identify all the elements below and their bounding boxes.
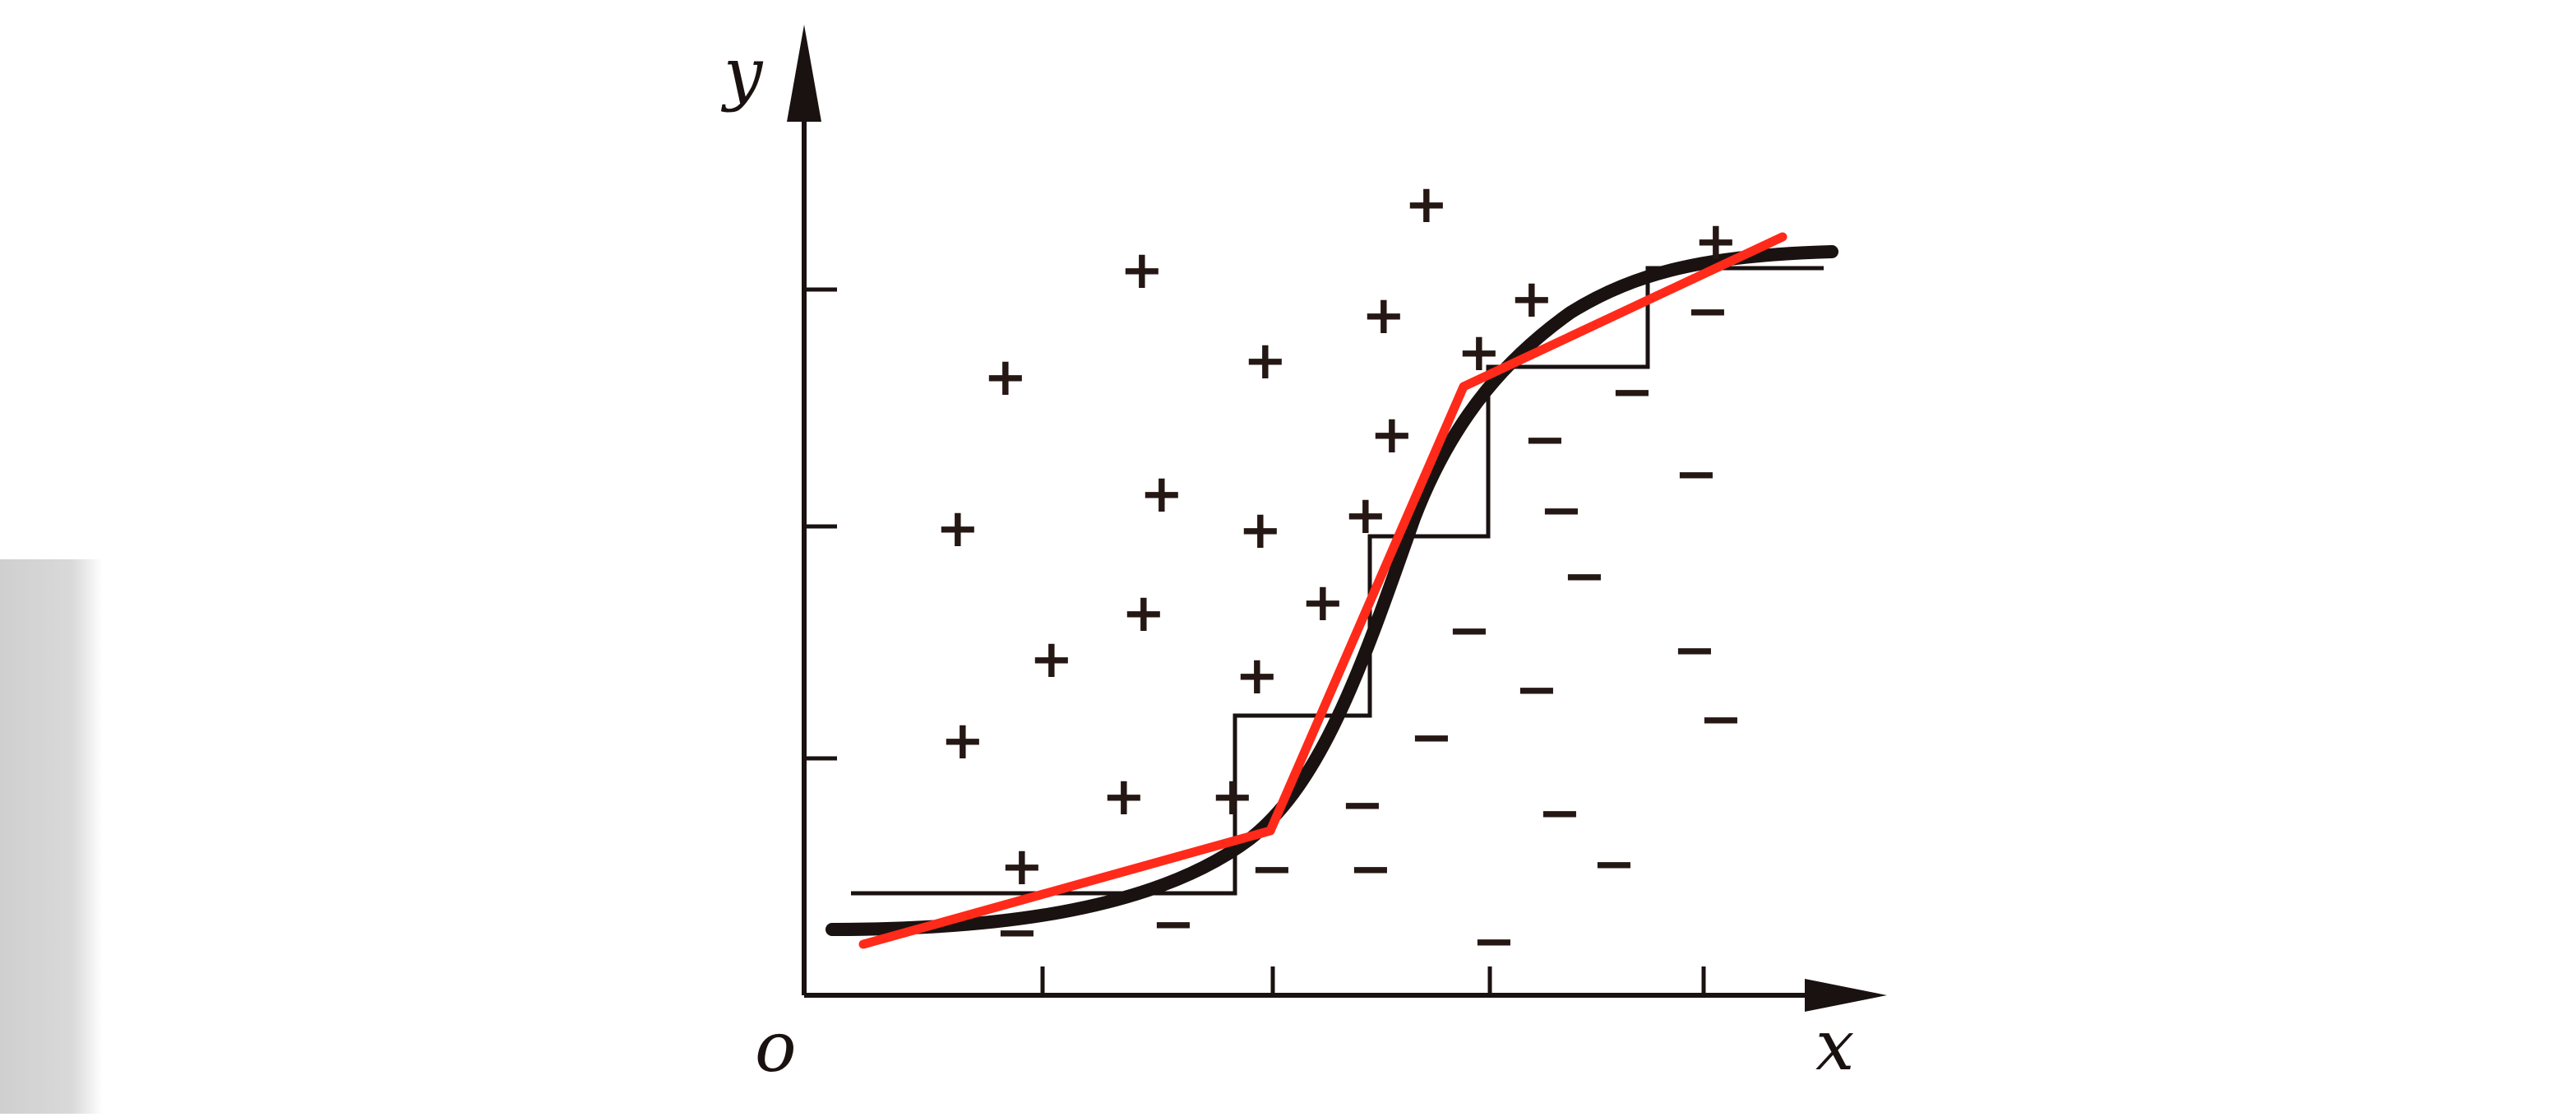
negative-sample: −: [1250, 839, 1294, 900]
negative-sample: −: [1539, 480, 1584, 541]
negative-sample: −: [1699, 689, 1743, 750]
axes: [802, 99, 1825, 998]
positive-samples: + + + + + + + + + + + + + + + + + + + + …: [936, 174, 1738, 897]
negative-sample: −: [1151, 894, 1196, 955]
positive-sample: +: [1120, 240, 1164, 301]
positive-sample: +: [1404, 174, 1449, 235]
positive-sample: +: [1343, 485, 1388, 546]
negative-sample: −: [1674, 444, 1718, 505]
y-axis-ticks: [804, 287, 837, 761]
positive-sample: +: [1457, 322, 1501, 383]
positive-sample: +: [1694, 211, 1738, 272]
x-axis-label: x: [1815, 1005, 1854, 1086]
positive-sample: +: [1301, 572, 1345, 633]
page-edge-shadow: [0, 559, 103, 1114]
positive-sample: +: [1243, 331, 1288, 392]
x-axis-arrowhead: [1805, 979, 1887, 1012]
positive-sample: +: [1370, 405, 1414, 466]
negative-sample: −: [1340, 775, 1385, 836]
negative-sample: −: [1538, 783, 1582, 844]
positive-sample: +: [1029, 629, 1074, 690]
negative-sample: −: [1562, 546, 1607, 607]
negative-samples: − − − − − − − − − − − − − − − − − − −: [995, 281, 1743, 972]
positive-sample: +: [1235, 646, 1279, 707]
negative-sample: −: [995, 902, 1039, 963]
y-axis-arrowhead: [787, 25, 821, 122]
negative-sample: −: [1592, 834, 1636, 895]
positive-sample: +: [941, 711, 985, 772]
positive-sample: +: [983, 347, 1028, 408]
origin-label: o: [755, 1007, 797, 1087]
positive-sample: +: [1102, 767, 1146, 827]
negative-sample: −: [1472, 911, 1516, 972]
negative-sample: −: [1686, 281, 1730, 342]
negative-sample: −: [1610, 362, 1654, 423]
positive-sample: +: [1210, 767, 1255, 827]
positive-sample: +: [1238, 500, 1283, 561]
negative-sample: −: [1447, 600, 1491, 661]
negative-sample: −: [1672, 620, 1717, 681]
negative-sample: −: [1523, 410, 1567, 470]
staircase-boundary: [851, 266, 1824, 896]
positive-sample: +: [1122, 583, 1166, 644]
piecewise-linear-approximation: [858, 232, 1787, 949]
positive-sample: +: [1510, 269, 1554, 330]
y-axis-label: y: [720, 33, 764, 114]
positive-sample: +: [1140, 464, 1184, 525]
negative-sample: −: [1348, 839, 1393, 900]
positive-sample: +: [936, 498, 980, 559]
positive-sample: +: [1000, 837, 1044, 897]
positive-sample: +: [1362, 285, 1406, 346]
smooth-boundary-curve: [826, 245, 1838, 936]
x-axis-ticks: [1040, 966, 1706, 995]
negative-sample: −: [1515, 660, 1559, 721]
negative-sample: −: [1409, 707, 1454, 768]
